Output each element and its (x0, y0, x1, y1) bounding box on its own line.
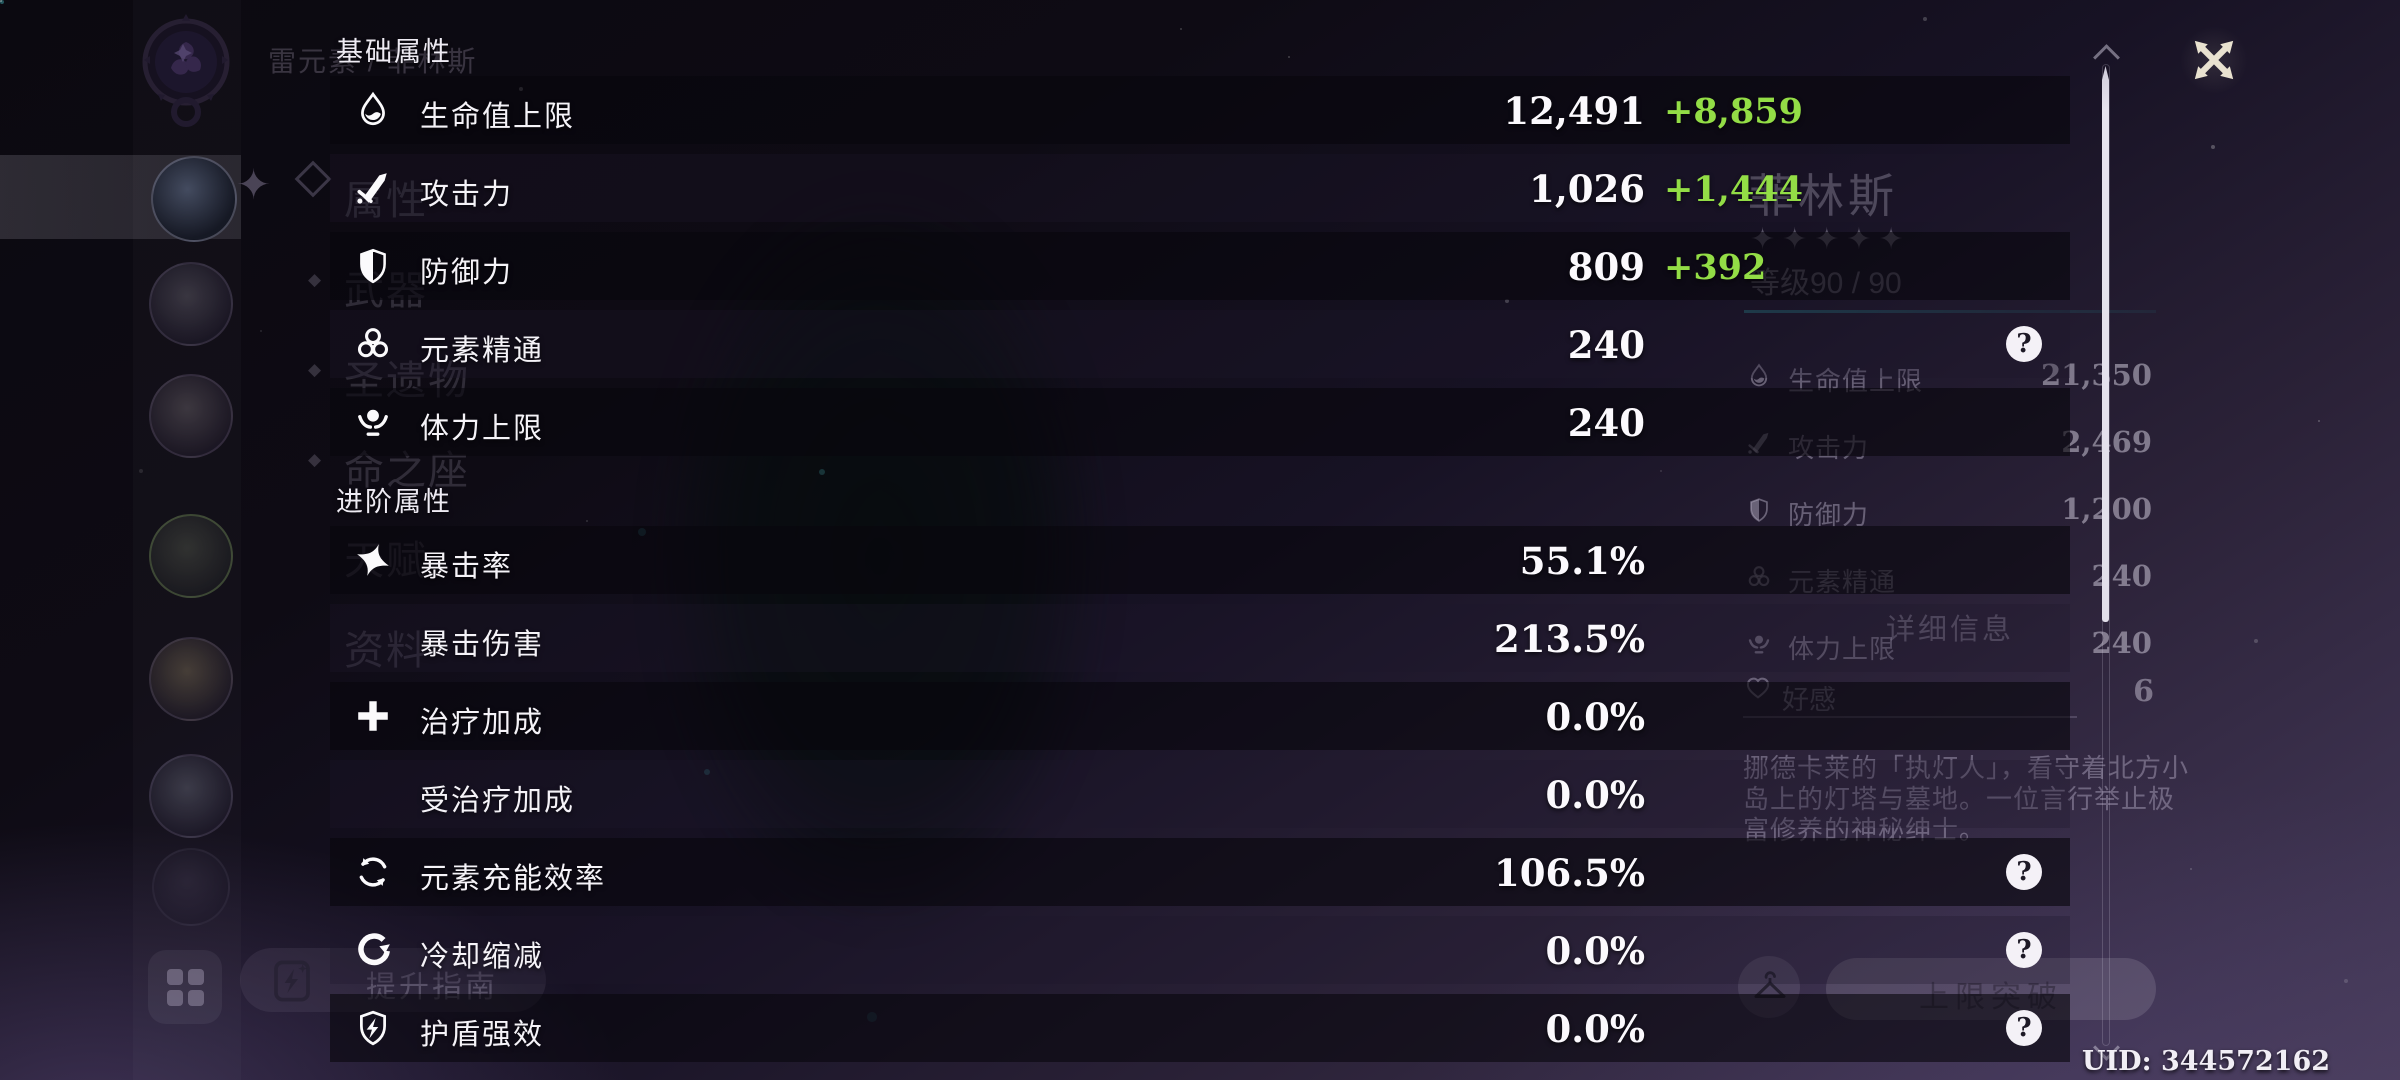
stat-value: 809 (1567, 245, 1645, 289)
stat-value: 0.0% (1545, 929, 1645, 973)
stat-row-cooldown-reduction: 冷却缩减 0.0% ? (330, 916, 2070, 984)
stamina-icon (354, 403, 392, 441)
scrollbar-thumb[interactable] (2102, 66, 2109, 622)
element-character-title: 雷元素 / 菲林斯 (268, 46, 478, 77)
stat-value: 0.0% (1545, 773, 1645, 817)
character-art-glints (0, 0, 4, 4)
tab-bullet: ◆ (308, 360, 322, 379)
stat-value: 0.0% (1545, 1007, 1645, 1051)
help-icon[interactable]: ? (2006, 854, 2042, 890)
character-description-line: 挪德卡莱的「执灯人」，看守着北方小 (1743, 753, 2190, 783)
avatar-character-4[interactable] (149, 514, 233, 598)
character-name: 菲林斯 (1748, 170, 1898, 222)
panel-stat-value: 21,350 (2041, 358, 2152, 392)
atk-icon (354, 169, 392, 207)
crit-rate-icon (354, 541, 392, 579)
stat-label: 生命值上限 (420, 101, 576, 133)
stat-row-crit-dmg: 暴击伤害 213.5% (330, 604, 2070, 672)
avatar-character-2[interactable] (149, 262, 233, 346)
em-icon (354, 325, 392, 363)
tab-profile[interactable]: 资料 (344, 629, 428, 673)
detailed-info-button[interactable]: 详细信息 (1885, 614, 2014, 646)
stat-bonus: +392 (1664, 247, 1767, 288)
character-description-line: 岛上的灯塔与墓地。一位言行举止极 (1743, 784, 2176, 814)
stat-row-crit-rate: 暴击率 55.1% (330, 526, 2070, 594)
stat-label: 元素精通 (420, 335, 545, 367)
avatar-character-6[interactable] (149, 754, 233, 838)
tab-bullet: ◆ (308, 450, 322, 469)
stat-label: 元素充能效率 (420, 863, 607, 895)
close-button[interactable] (2180, 26, 2248, 94)
panel-divider (1744, 310, 2156, 313)
friendship-value: 6 (2133, 674, 2154, 709)
stat-bonus: +1,444 (1664, 169, 1803, 210)
panel-stat-value: 240 (2091, 626, 2152, 660)
stat-row-stamina: 体力上限 240 (330, 388, 2070, 456)
stat-row-energy-recharge: 元素充能效率 106.5% ? (330, 838, 2070, 906)
stat-value: 12,491 (1503, 89, 1645, 133)
electro-vision-icon (136, 12, 236, 130)
stat-value: 0.0% (1545, 695, 1645, 739)
stat-row-def: 防御力 809 +392 (330, 232, 2070, 300)
stat-row-hp: 生命值上限 12,491 +8,859 (330, 76, 2070, 144)
grid-icon (167, 969, 204, 1006)
stat-value: 55.1% (1519, 539, 1645, 583)
stat-label: 体力上限 (420, 413, 545, 445)
stat-label: 护盾强效 (420, 1019, 545, 1051)
stat-label: 暴击伤害 (420, 629, 545, 661)
panel-stat-row: 体力上限 240 (1744, 624, 2154, 664)
stat-value: 213.5% (1493, 617, 1645, 661)
diamond-decoration (294, 160, 332, 198)
uid-text: UID: 344572162 (2082, 1046, 2331, 1077)
scroll-up-chevron-icon (2093, 44, 2120, 71)
stat-label: 攻击力 (420, 179, 514, 211)
panel-stat-value: 240 (2091, 559, 2152, 593)
avatar-selected-character[interactable] (151, 156, 237, 242)
energy-recharge-icon (354, 853, 392, 891)
shield-strength-icon (354, 1009, 392, 1047)
help-icon[interactable]: ? (2006, 1010, 2042, 1046)
background-star-dots (0, 0, 2, 2)
stat-row-em: 元素精通 240 ? (330, 310, 2070, 378)
help-icon[interactable]: ? (2006, 932, 2042, 968)
sparkle-decoration: ✦ (236, 161, 272, 208)
stat-row-healing-bonus: 治疗加成 0.0% (330, 682, 2070, 750)
stat-row-shield-strength: 护盾强效 0.0% ? (330, 994, 2070, 1062)
avatar-character-7[interactable] (152, 848, 230, 926)
stat-value: 240 (1567, 401, 1645, 445)
stat-value: 106.5% (1493, 851, 1645, 895)
attributes-overlay: 基础属性 生命值上限 12,491 +8,859 攻击力 1,026 +1,44… (330, 30, 2070, 1072)
stat-label: 受治疗加成 (420, 785, 576, 817)
base-attributes-header: 基础属性 (336, 37, 452, 67)
stat-row-atk: 攻击力 1,026 +1,444 (330, 154, 2070, 222)
stat-bonus: +8,859 (1664, 91, 1803, 132)
panel-stat-label: 体力上限 (1788, 634, 1897, 664)
advanced-attributes-header: 进阶属性 (336, 487, 452, 517)
stat-label: 暴击率 (420, 551, 514, 583)
stat-value: 1,026 (1529, 167, 1645, 211)
tab-bullet: ◆ (308, 270, 322, 289)
guide-card-icon (268, 956, 316, 1006)
help-icon[interactable]: ? (2006, 326, 2042, 362)
def-icon (354, 247, 392, 285)
stat-label: 冷却缩减 (420, 941, 545, 973)
avatar-character-3[interactable] (149, 374, 233, 458)
tab-constellation[interactable]: 命之座 (344, 449, 470, 493)
panel-stat-label: 防御力 (1788, 500, 1870, 530)
cooldown-icon (354, 931, 392, 969)
stat-label: 治疗加成 (420, 707, 545, 739)
healing-icon (354, 697, 392, 735)
party-grid-button[interactable] (148, 950, 222, 1024)
hp-icon (354, 91, 392, 129)
stat-value: 240 (1567, 323, 1645, 367)
stat-label: 防御力 (420, 257, 514, 289)
stat-row-incoming-healing: 受治疗加成 0.0% (330, 760, 2070, 828)
avatar-character-5[interactable] (149, 637, 233, 721)
